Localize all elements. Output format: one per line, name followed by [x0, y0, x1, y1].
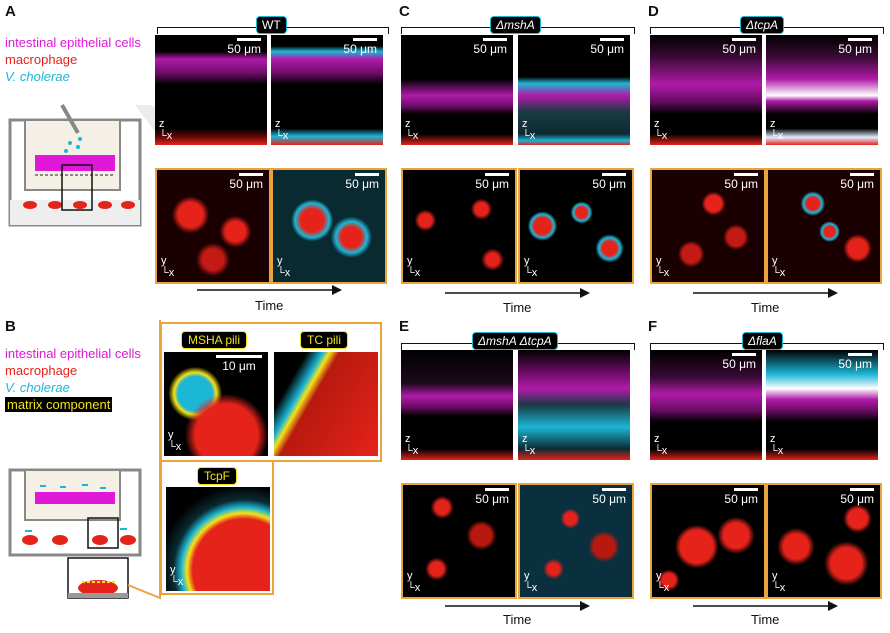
legend-b-vcholerae: V. cholerae [5, 380, 70, 395]
tag-msha-pili: MSHA pili [181, 331, 248, 349]
strain-tag-mshA: ΔmshA [490, 16, 541, 34]
strain-tag-wt: WT [256, 16, 287, 34]
image-tcpA-xz-late: 50 μm z └x [766, 35, 878, 145]
time-label-a: Time [255, 298, 284, 313]
legend-epithelial: intestinal epithelial cells [5, 35, 141, 50]
image-flaA-xy-late: 50 μm y └x [766, 483, 882, 599]
time-label-d: Time [751, 300, 780, 315]
image-tc-pili [274, 352, 378, 456]
panel-label-d: D [648, 3, 659, 20]
image-flaA-xz-late: 50 μm z └x [766, 350, 878, 460]
transwell-schematic-b [8, 468, 142, 599]
panel-label-b: B [5, 318, 16, 335]
legend-vcholerae: V. cholerae [5, 69, 70, 84]
time-label-c: Time [503, 300, 532, 315]
image-mshA-tcpA-xz-early: z └x [401, 350, 513, 460]
time-label-f: Time [751, 612, 780, 627]
tag-tcpf: TcpF [197, 467, 238, 485]
strain-tag-tcpA: ΔtcpA [740, 16, 785, 34]
image-mshA-tcpA-xy-early: 50 μm y └x [401, 483, 517, 599]
tag-tc-pili: TC pili [300, 331, 349, 349]
image-wt-xy-late: 50 μm y └x [271, 168, 387, 284]
time-arrow-a [197, 285, 342, 295]
image-wt-xz-late: 50 μm z └x [271, 35, 383, 145]
image-mshA-xy-late: 50 μm y └x [518, 168, 634, 284]
legend-b-epithelial: intestinal epithelial cells [5, 346, 141, 361]
image-mshA-tcpA-xz-late: z └x [518, 350, 630, 460]
strain-tag-mshA-tcpA: ΔmshA ΔtcpA [472, 332, 558, 350]
transwell-schematic-a [8, 104, 160, 227]
legend-macrophage: macrophage [5, 52, 78, 67]
time-arrow-c [445, 288, 590, 298]
image-flaA-xy-early: 50 μm y └x [650, 483, 766, 599]
image-tcpf: y └x [166, 487, 270, 591]
legend-a: intestinal epithelial cells macrophage V… [5, 34, 141, 85]
image-msha-pili: 10 μm y └x [164, 352, 268, 456]
panel-label-a: A [5, 3, 16, 20]
image-mshA-tcpA-xy-late: 50 μm y └x [518, 483, 634, 599]
zoom-box-top [160, 322, 382, 462]
image-mshA-xz-late: 50 μm z └x [518, 35, 630, 145]
legend-b-macrophage: macrophage [5, 363, 78, 378]
image-tcpA-xy-early: 50 μm y └x [650, 168, 766, 284]
image-wt-xy-early: 50 μm y └x [155, 168, 271, 284]
panel-label-e: E [399, 318, 410, 335]
time-arrow-d [693, 288, 838, 298]
image-wt-xz-early: 50 μm z └x [155, 35, 267, 145]
panel-label-c: C [399, 3, 410, 20]
panel-label-f: F [648, 318, 658, 335]
zoom-box-bottom [160, 460, 274, 595]
image-mshA-xy-early: 50 μm y └x [401, 168, 517, 284]
image-flaA-xz-early: 50 μm z └x [650, 350, 762, 460]
legend-b: intestinal epithelial cells macrophage V… [5, 345, 141, 413]
image-tcpA-xz-early: 50 μm z └x [650, 35, 762, 145]
time-arrow-f [693, 601, 838, 611]
strain-tag-flaA: ΔflaA [742, 332, 783, 350]
image-mshA-xz-early: 50 μm z └x [401, 35, 513, 145]
time-label-e: Time [503, 612, 532, 627]
image-tcpA-xy-late: 50 μm y └x [766, 168, 882, 284]
legend-b-matrix: matrix component [5, 397, 113, 412]
time-arrow-e [445, 601, 590, 611]
